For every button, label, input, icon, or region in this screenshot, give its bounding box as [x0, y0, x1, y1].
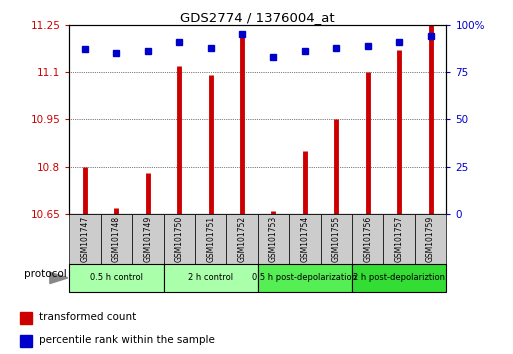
Title: GDS2774 / 1376004_at: GDS2774 / 1376004_at — [181, 11, 335, 24]
Text: GSM101755: GSM101755 — [332, 216, 341, 262]
Bar — [69, 264, 164, 292]
Bar — [20, 335, 32, 347]
Text: GSM101757: GSM101757 — [394, 216, 404, 262]
Text: transformed count: transformed count — [39, 312, 136, 322]
Text: GSM101759: GSM101759 — [426, 216, 435, 262]
Text: GSM101753: GSM101753 — [269, 216, 278, 262]
Text: GSM101751: GSM101751 — [206, 216, 215, 262]
Bar — [69, 214, 101, 264]
Bar — [383, 214, 415, 264]
Text: 0.5 h control: 0.5 h control — [90, 273, 143, 282]
Bar — [258, 214, 289, 264]
Text: GSM101747: GSM101747 — [81, 216, 89, 262]
Text: GSM101750: GSM101750 — [175, 216, 184, 262]
Bar — [132, 214, 164, 264]
Text: 2 h control: 2 h control — [188, 273, 233, 282]
Text: GSM101756: GSM101756 — [363, 216, 372, 262]
Bar — [226, 214, 258, 264]
Bar — [352, 264, 446, 292]
Text: percentile rank within the sample: percentile rank within the sample — [39, 335, 215, 345]
Text: 2 h post-depolariztion: 2 h post-depolariztion — [353, 273, 445, 282]
Bar — [164, 214, 195, 264]
Bar — [289, 214, 321, 264]
Bar — [195, 214, 226, 264]
Text: GSM101754: GSM101754 — [301, 216, 309, 262]
Bar — [352, 214, 383, 264]
Text: GSM101748: GSM101748 — [112, 216, 121, 262]
Text: 0.5 h post-depolarization: 0.5 h post-depolarization — [252, 273, 358, 282]
Bar — [164, 264, 258, 292]
Bar — [258, 264, 352, 292]
Polygon shape — [50, 272, 68, 284]
Text: protocol: protocol — [24, 269, 67, 280]
Bar — [20, 312, 32, 324]
Bar — [321, 214, 352, 264]
Bar — [101, 214, 132, 264]
Bar — [415, 214, 446, 264]
Text: GSM101752: GSM101752 — [238, 216, 247, 262]
Text: GSM101749: GSM101749 — [143, 216, 152, 262]
